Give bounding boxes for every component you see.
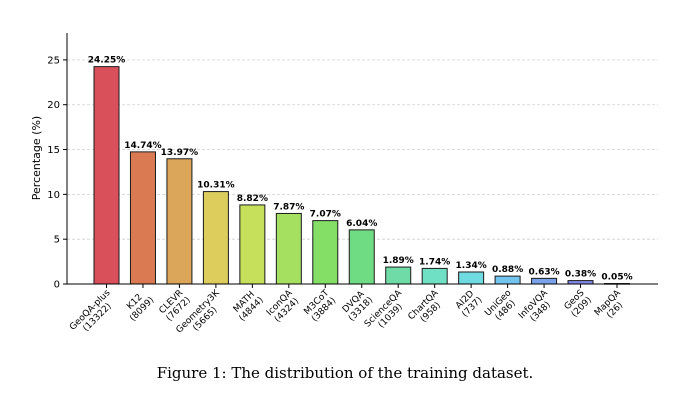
y-tick-label: 15	[47, 145, 60, 156]
data-label: 1.89%	[383, 256, 414, 266]
data-label: 6.04%	[346, 219, 377, 229]
x-tick-label-text: MapQA(26)	[593, 288, 631, 326]
data-label: 10.31%	[197, 181, 235, 191]
x-tick-label: GeoS(209)	[562, 288, 594, 320]
bar	[129, 151, 156, 285]
y-ticks: 0 5 10 15 20 25	[47, 55, 67, 291]
bar	[458, 271, 485, 285]
y-tick-label: 10	[47, 190, 60, 201]
bar	[166, 158, 193, 285]
bar	[421, 267, 448, 285]
data-label: 0.63%	[528, 267, 559, 277]
data-label: 1.74%	[419, 257, 450, 267]
x-ticks: GeoQA-plus(13322) K12(8099) CLEVR(7672)Geo…	[68, 284, 631, 340]
data-label: 7.87%	[273, 202, 304, 212]
x-tick-label-text: UniGeo(486)	[483, 288, 521, 326]
bar	[531, 277, 558, 285]
data-label: 8.82%	[237, 194, 268, 204]
data-label: 13.97%	[161, 148, 199, 158]
x-tick-label-text: MATH(4844)	[230, 288, 266, 324]
x-tick-label-text: IconQA(4324)	[265, 288, 303, 326]
data-label: 24.25%	[88, 56, 126, 66]
x-tick-label-text: ScienceQA(1039)	[363, 288, 412, 337]
x-tick-label: ScienceQA(1039)	[363, 288, 412, 337]
bar	[385, 266, 412, 285]
data-label: 0.38%	[565, 270, 596, 280]
x-tick-label: GeoQA-plus(13322)	[68, 288, 120, 340]
y-tick-label: 25	[47, 55, 60, 66]
x-tick-label: MATH(4844)	[230, 288, 266, 324]
bars	[93, 66, 630, 285]
data-labels: 24.25% 14.74%13.97% 10.31%8.82% 7.87% 7.07% 6…	[88, 56, 633, 283]
bar	[348, 229, 375, 285]
y-tick-label: 5	[54, 235, 60, 246]
bar	[239, 204, 266, 285]
data-label: 14.74%	[124, 141, 162, 151]
x-tick-label-text: K12(8099)	[121, 288, 157, 324]
x-tick-label-text: GeoQA-plus(13322)	[68, 288, 120, 340]
bar	[567, 280, 594, 285]
data-label: 0.05%	[601, 273, 632, 283]
data-label: 1.34%	[456, 261, 487, 271]
y-axis-label: Percentage (%)	[30, 116, 43, 200]
x-tick-label-text: GeoS(209)	[562, 288, 594, 320]
x-tick-label: InfoVQA(348)	[517, 288, 558, 329]
axes	[66, 33, 658, 285]
bar	[93, 66, 120, 285]
bar	[312, 220, 339, 285]
x-tick-label: MapQA(26)	[593, 288, 631, 326]
bar	[275, 212, 302, 285]
y-tick-label: 0	[54, 280, 60, 291]
x-tick-label-text: ChartQA(958)	[407, 288, 449, 330]
bar	[494, 275, 521, 285]
x-tick-label-text: AI2D(737)	[453, 288, 485, 320]
x-tick-label: K12(8099)	[121, 288, 157, 324]
y-tick-label: 20	[47, 100, 60, 111]
x-tick-label-text: M3CoT(3884)	[302, 288, 339, 325]
x-tick-label: ChartQA(958)	[407, 288, 449, 330]
x-tick-label-text: InfoVQA(348)	[517, 288, 558, 329]
x-tick-label: AI2D(737)	[453, 288, 485, 320]
x-tick-label: M3CoT(3884)	[302, 288, 339, 325]
bar	[202, 191, 229, 285]
x-tick-label: IconQA(4324)	[265, 288, 303, 326]
figure-caption: Figure 1: The distribution of the traini…	[156, 364, 534, 382]
data-label: 7.07%	[310, 210, 341, 220]
x-tick-label: UniGeo(486)	[483, 288, 521, 326]
data-label: 0.88%	[492, 265, 523, 275]
